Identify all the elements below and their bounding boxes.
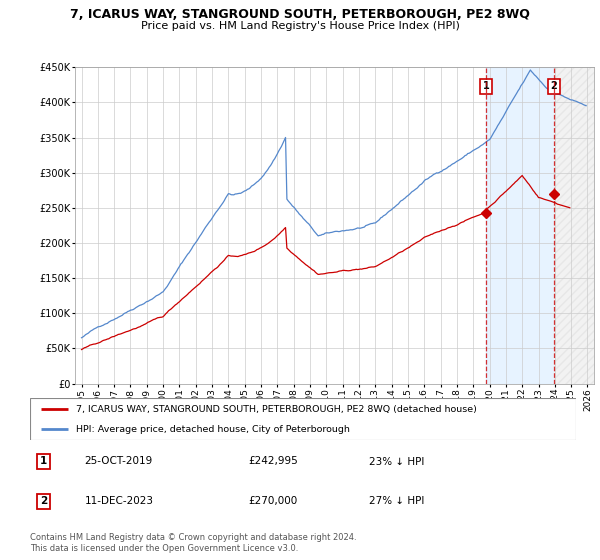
Text: 2: 2 (40, 496, 47, 506)
Text: 7, ICARUS WAY, STANGROUND SOUTH, PETERBOROUGH, PE2 8WQ (detached house): 7, ICARUS WAY, STANGROUND SOUTH, PETERBO… (76, 405, 477, 414)
Text: 7, ICARUS WAY, STANGROUND SOUTH, PETERBOROUGH, PE2 8WQ: 7, ICARUS WAY, STANGROUND SOUTH, PETERBO… (70, 8, 530, 21)
Text: £242,995: £242,995 (248, 456, 298, 466)
Text: 23% ↓ HPI: 23% ↓ HPI (368, 456, 424, 466)
Text: 27% ↓ HPI: 27% ↓ HPI (368, 496, 424, 506)
Text: Price paid vs. HM Land Registry's House Price Index (HPI): Price paid vs. HM Land Registry's House … (140, 21, 460, 31)
Text: Contains HM Land Registry data © Crown copyright and database right 2024.
This d: Contains HM Land Registry data © Crown c… (30, 533, 356, 553)
Text: 2: 2 (551, 81, 557, 91)
Text: 1: 1 (40, 456, 47, 466)
Bar (554, 67, 596, 384)
Text: 25-OCT-2019: 25-OCT-2019 (85, 456, 153, 466)
Text: 11-DEC-2023: 11-DEC-2023 (85, 496, 154, 506)
Bar (554, 67, 596, 384)
Text: 1: 1 (483, 81, 490, 91)
Text: £270,000: £270,000 (248, 496, 298, 506)
Text: HPI: Average price, detached house, City of Peterborough: HPI: Average price, detached house, City… (76, 424, 350, 433)
Bar (486, 67, 554, 384)
